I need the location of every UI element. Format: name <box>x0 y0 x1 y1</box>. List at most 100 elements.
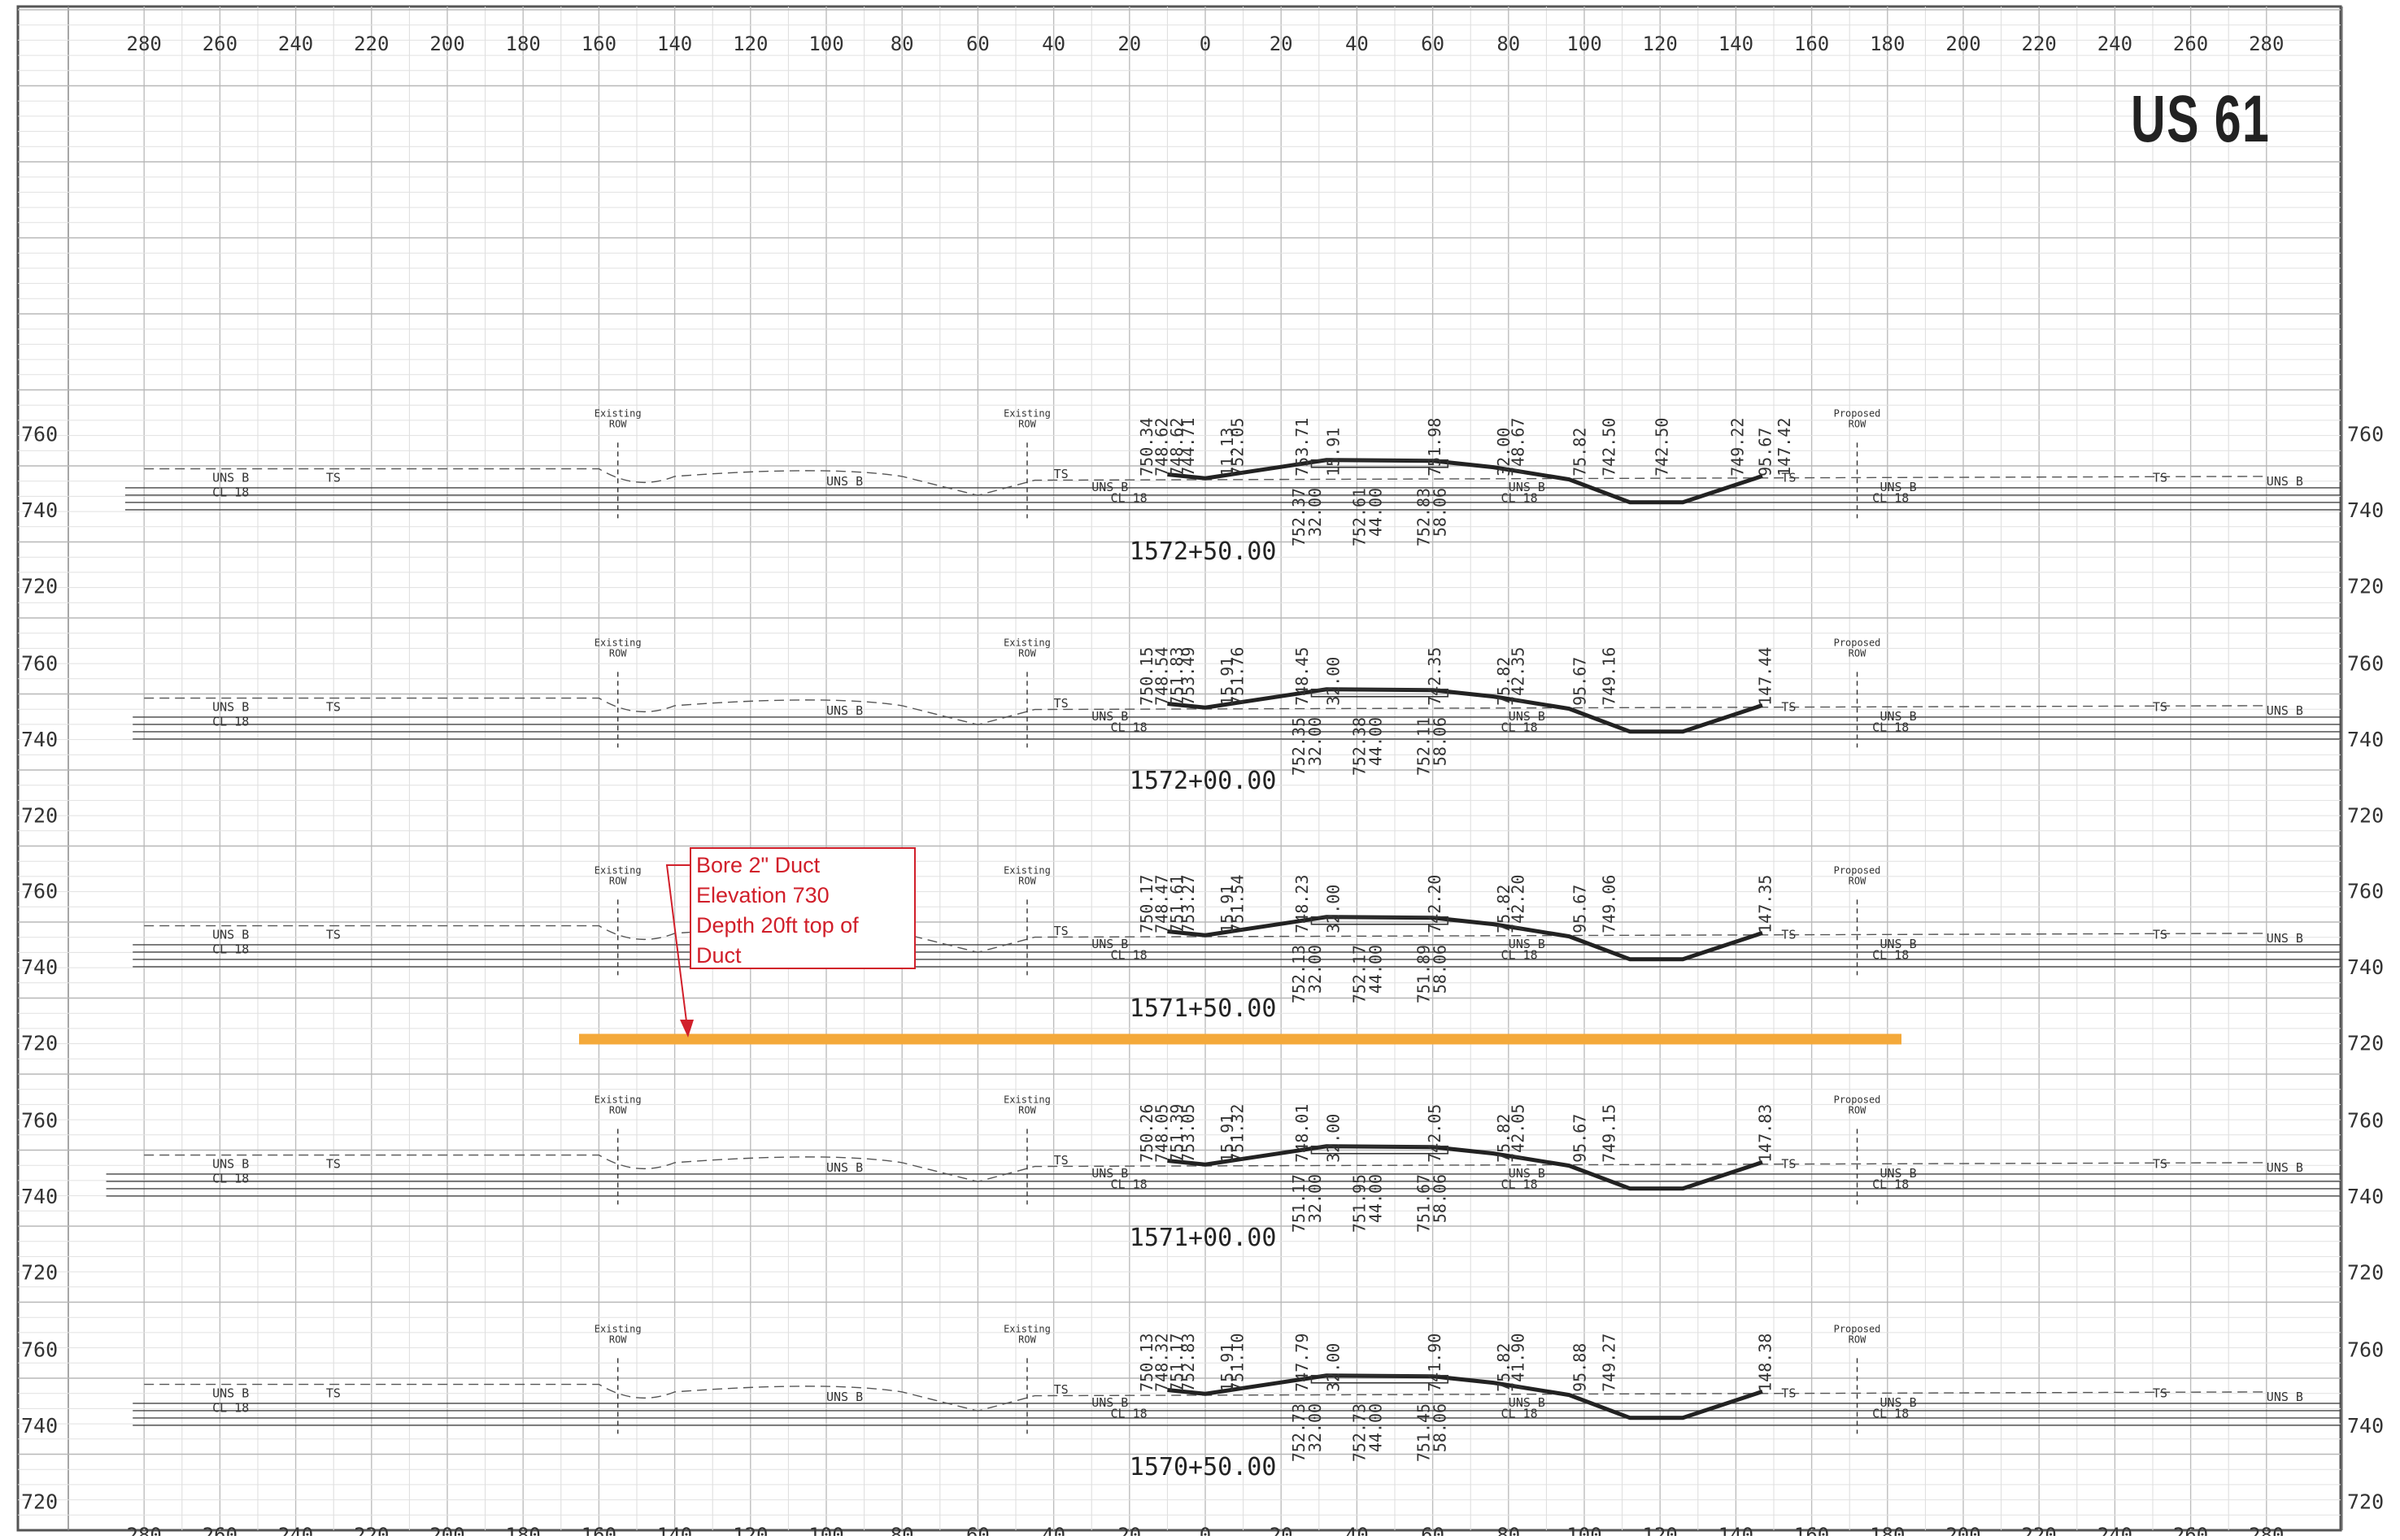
soil-label: CL 18 <box>1111 947 1148 962</box>
station-elevation-label: 742.35 <box>1508 647 1527 706</box>
pavement-box <box>1310 1145 1449 1155</box>
station-bottom-elevation: 752.73 <box>1289 1403 1309 1462</box>
station-offset-label: 75.82 <box>1494 885 1514 933</box>
station-elevation-label: 750.17 <box>1137 875 1156 933</box>
station-bottom-offset: 32.00 <box>1305 488 1325 537</box>
station-bottom-offset: 32.00 <box>1305 1174 1325 1223</box>
soil-label: TS <box>326 471 341 485</box>
existing-row-right-marker-label: Existing <box>1004 1323 1051 1334</box>
station-bottom-offset: 32.00 <box>1305 717 1325 766</box>
soil-label: UNS B <box>1509 709 1545 724</box>
bottom-offset-label: 200 <box>429 1524 464 1536</box>
station-elevation-label: 751.98 <box>1425 418 1444 476</box>
soil-label: TS <box>2153 471 2167 485</box>
station-elevation-label: 741.90 <box>1508 1333 1527 1392</box>
station-offset-label: 32.00 <box>1323 1114 1343 1163</box>
elevation-label-right: 720 <box>2347 1490 2384 1514</box>
soil-label: UNS B <box>1879 1395 1916 1410</box>
existing-row-left-marker-label: ROW <box>609 647 627 659</box>
station-label: 1572+00.00 <box>1130 767 1277 795</box>
soil-label: TS <box>1781 1386 1796 1401</box>
soil-label: UNS B <box>826 703 863 718</box>
station-label: 1570+50.00 <box>1130 1453 1277 1481</box>
station-bottom-offset: 44.00 <box>1366 1403 1385 1452</box>
soil-label: CL 18 <box>212 715 249 729</box>
soil-label: TS <box>1054 696 1069 711</box>
elevation-label-left: 760 <box>21 422 58 446</box>
station-elevation-label: 749.22 <box>1728 418 1748 476</box>
station-elevation-label: 744.71 <box>1178 418 1198 476</box>
top-offset-label: 240 <box>2097 33 2132 55</box>
elevation-label-right: 760 <box>2347 651 2384 675</box>
bottom-offset-label: 40 <box>1345 1524 1369 1536</box>
station-bottom-offset: 32.00 <box>1305 945 1325 994</box>
station-elevation-label: 742.20 <box>1425 875 1444 933</box>
station-offset-label: 147.44 <box>1756 647 1775 706</box>
soil-label: TS <box>1781 471 1796 485</box>
elevation-label-left: 720 <box>21 575 58 598</box>
soil-label: CL 18 <box>1111 490 1148 505</box>
soil-label: TS <box>326 1386 341 1401</box>
station-elevation-label: 742.35 <box>1425 647 1444 706</box>
bottom-offset-label: 80 <box>1496 1524 1520 1536</box>
callout-line-2: Elevation 730 <box>696 883 830 907</box>
soil-label: TS <box>2153 700 2167 715</box>
station-bottom-elevation: 752.35 <box>1289 717 1309 776</box>
existing-row-right-marker-label: Existing <box>1004 1094 1051 1105</box>
top-offset-label: 280 <box>2249 33 2284 55</box>
soil-label: CL 18 <box>1111 720 1148 734</box>
station-bottom-elevation: 752.13 <box>1289 945 1309 1003</box>
bottom-offset-label: 60 <box>1421 1524 1444 1536</box>
soil-label: CL 18 <box>1111 1406 1148 1420</box>
station-elevation-label: 751.32 <box>1228 1104 1248 1163</box>
station-bottom-offset: 58.06 <box>1431 1403 1450 1452</box>
soil-label: CL 18 <box>212 1401 249 1416</box>
soil-label: CL 18 <box>1872 947 1909 962</box>
soil-label: UNS B <box>1091 1166 1128 1181</box>
station-elevation-label: 750.34 <box>1137 418 1156 476</box>
existing-row-right-marker-label: Existing <box>1004 637 1051 648</box>
station-elevation-label: 751.10 <box>1228 1333 1248 1392</box>
elevation-label-right: 740 <box>2347 955 2384 979</box>
elevation-label-right: 720 <box>2347 804 2384 828</box>
proposed-row-marker-label: ROW <box>1849 418 1866 429</box>
soil-label: CL 18 <box>1501 1406 1537 1420</box>
station-elevation-label: 748.67 <box>1508 418 1527 476</box>
elevation-label-right: 740 <box>2347 1414 2384 1438</box>
top-offset-label: 140 <box>1718 33 1753 55</box>
soil-label: CL 18 <box>1872 490 1909 505</box>
station-offset-label: 95.67 <box>1570 1114 1589 1163</box>
soil-label: UNS B <box>826 474 863 489</box>
existing-row-left-marker-label: Existing <box>595 864 642 876</box>
station-offset-label: 95.67 <box>1570 657 1589 706</box>
bottom-offset-label: 240 <box>278 1524 313 1536</box>
bottom-offset-label: 220 <box>354 1524 389 1536</box>
top-offset-label: 120 <box>1643 33 1678 55</box>
bottom-offset-label: 160 <box>581 1524 616 1536</box>
existing-row-left-marker-label: Existing <box>595 637 642 648</box>
elevation-label-left: 720 <box>21 1032 58 1055</box>
elevation-label-right: 760 <box>2347 1338 2384 1361</box>
station-bottom-offset: 58.06 <box>1431 1174 1450 1223</box>
soil-label: UNS B <box>1091 709 1128 724</box>
soil-label: TS <box>2153 1157 2167 1172</box>
station-bottom-elevation: 752.37 <box>1289 488 1309 546</box>
bottom-offset-label: 20 <box>1270 1524 1293 1536</box>
station-elevation-label: 748.32 <box>1152 1333 1171 1392</box>
station-offset-label: 95.88 <box>1570 1343 1589 1392</box>
soil-label: CL 18 <box>1872 1406 1909 1420</box>
bottom-offset-label: 80 <box>891 1524 914 1536</box>
station-bottom-elevation: 752.11 <box>1414 717 1434 776</box>
station-elevation-label: 748.47 <box>1152 875 1171 933</box>
soil-label: UNS B <box>1509 1166 1545 1181</box>
station-elevation-label: 742.05 <box>1425 1104 1444 1163</box>
soil-label: CL 18 <box>1872 720 1909 734</box>
station-elevation-label: 747.79 <box>1292 1333 1312 1392</box>
soil-label: TS <box>2153 1386 2167 1401</box>
station-offset-label: 15.91 <box>1217 1343 1237 1392</box>
elevation-label-left: 760 <box>21 651 58 675</box>
top-offset-label: 260 <box>2173 33 2208 55</box>
